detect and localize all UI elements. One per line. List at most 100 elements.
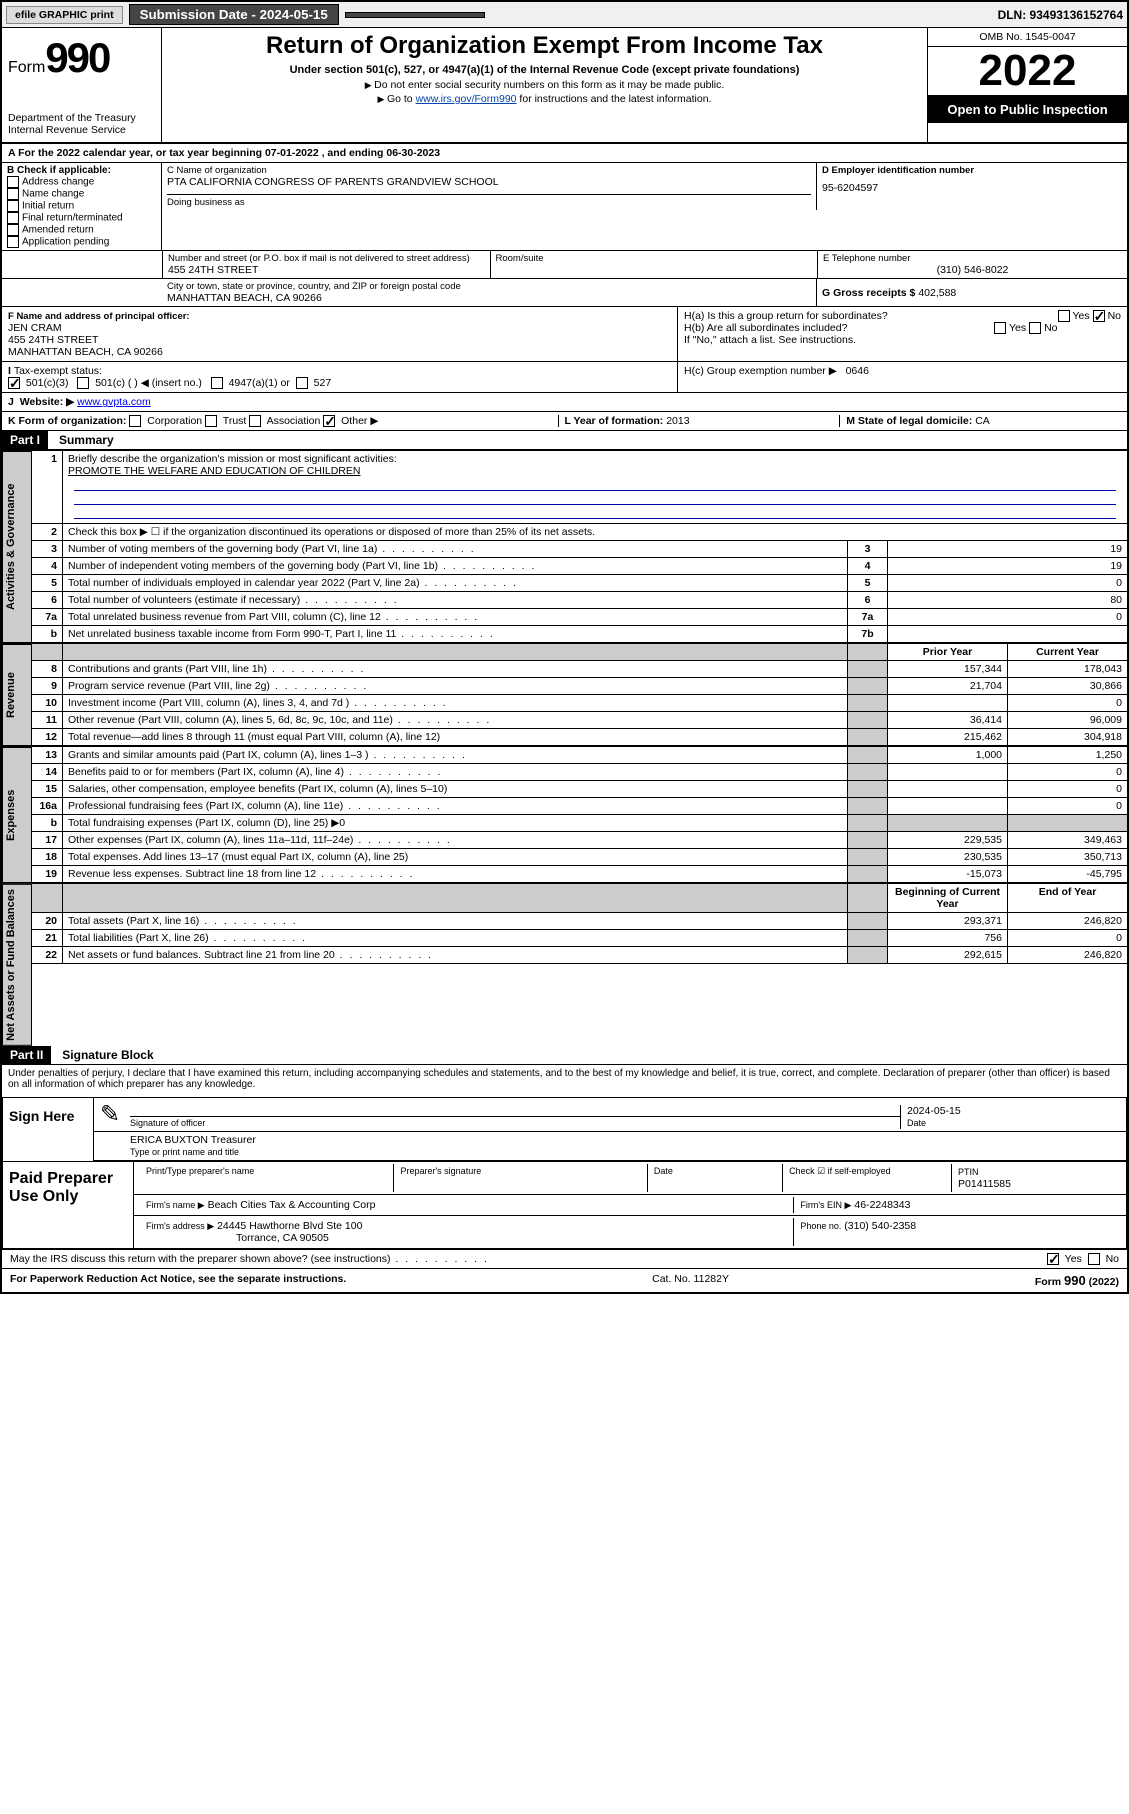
dept-label: Department of the Treasury	[8, 112, 155, 124]
phone-lbl: E Telephone number	[823, 253, 1122, 264]
line-a: A For the 2022 calendar year, or tax yea…	[2, 144, 1127, 163]
form-ref: Form 990 (2022)	[1035, 1273, 1119, 1288]
chk-4947[interactable]	[211, 377, 223, 389]
governance-section: Activities & Governance 1 Briefly descri…	[2, 450, 1127, 643]
row-9: 9Program service revenue (Part VIII, lin…	[32, 678, 1127, 695]
tax-status-row: I Tax-exempt status: 501(c)(3) 501(c) ( …	[2, 362, 1127, 393]
ssn-note: Do not enter social security numbers on …	[172, 79, 917, 91]
chk-name[interactable]: Name change	[7, 188, 156, 200]
cat-no: Cat. No. 11282Y	[346, 1273, 1035, 1288]
goto-note: Go to www.irs.gov/Form990 for instructio…	[172, 93, 917, 105]
preparer-addr-row: Firm's address ▶ 24445 Hawthorne Blvd St…	[134, 1216, 1126, 1248]
klm-row: K Form of organization: Corporation Trus…	[2, 412, 1127, 431]
row-3: 3Number of voting members of the governi…	[32, 541, 1127, 558]
row-10: 10Investment income (Part VIII, column (…	[32, 695, 1127, 712]
paid-preparer-label: Paid Preparer Use Only	[3, 1162, 133, 1248]
part2-header: Part II Signature Block	[2, 1046, 1127, 1065]
tax-year: 2022	[928, 47, 1127, 96]
sig-officer-lbl: Signature of officer	[130, 1118, 205, 1128]
officer-name: JEN CRAM	[8, 322, 62, 334]
form-subtitle: Under section 501(c), 527, or 4947(a)(1)…	[172, 64, 917, 76]
room-lbl: Room/suite	[496, 253, 813, 264]
chk-pending[interactable]: Application pending	[7, 236, 156, 248]
principal-officer-row: F Name and address of principal officer:…	[2, 307, 1127, 362]
chk-501c3[interactable]	[8, 377, 20, 389]
chk-discuss-no[interactable]	[1088, 1253, 1100, 1265]
chk-other[interactable]	[323, 415, 335, 427]
irs-link[interactable]: www.irs.gov/Form990	[416, 93, 517, 105]
row-14: 14Benefits paid to or for members (Part …	[32, 764, 1127, 781]
row-5: 5Total number of individuals employed in…	[32, 575, 1127, 592]
net-assets-section: Net Assets or Fund Balances Beginning of…	[2, 883, 1127, 1046]
net-sidelabel: Net Assets or Fund Balances	[2, 884, 32, 1046]
city-val: MANHATTAN BEACH, CA 90266	[167, 292, 811, 304]
chk-corp[interactable]	[129, 415, 141, 427]
row-8: 8Contributions and grants (Part VIII, li…	[32, 661, 1127, 678]
omb-number: OMB No. 1545-0047	[928, 28, 1127, 47]
preparer-row1: Print/Type preparer's name Preparer's si…	[134, 1162, 1126, 1195]
row-16a: 16aProfessional fundraising fees (Part I…	[32, 798, 1127, 815]
website-link[interactable]: www.gvpta.com	[77, 396, 151, 408]
chk-amended[interactable]: Amended return	[7, 224, 156, 236]
sig-date-lbl: Date	[907, 1118, 926, 1128]
officer-addr2: MANHATTAN BEACH, CA 90266	[8, 346, 163, 358]
row-4: 4Number of independent voting members of…	[32, 558, 1127, 575]
irs-discuss-row: May the IRS discuss this return with the…	[2, 1249, 1127, 1268]
print-name-lbl: Type or print name and title	[130, 1147, 239, 1157]
officer-addr1: 455 24TH STREET	[8, 334, 98, 346]
open-inspection: Open to Public Inspection	[928, 96, 1127, 123]
h-a: H(a) Is this a group return for subordin…	[684, 310, 1121, 322]
street-val: 455 24TH STREET	[168, 264, 485, 276]
website-row: J Website: ▶ www.gvpta.com	[2, 393, 1127, 412]
city-lbl: City or town, state or province, country…	[167, 281, 811, 292]
chk-address[interactable]: Address change	[7, 176, 156, 188]
org-name: PTA CALIFORNIA CONGRESS OF PARENTS GRAND…	[167, 176, 811, 188]
blank-button[interactable]	[345, 12, 485, 18]
officer-lbl: F Name and address of principal officer:	[8, 311, 190, 322]
row-19: 19Revenue less expenses. Subtract line 1…	[32, 866, 1127, 883]
chk-assoc[interactable]	[249, 415, 261, 427]
h-b2: If "No," attach a list. See instructions…	[684, 334, 1121, 346]
part1-header: Part I Summary	[2, 431, 1127, 450]
row-2: 2Check this box ▶ ☐ if the organization …	[32, 524, 1127, 541]
ein-val: 95-6204597	[822, 182, 1122, 194]
street-lbl: Number and street (or P.O. box if mail i…	[168, 253, 485, 264]
tax-status-lbl: Tax-exempt status:	[14, 365, 102, 377]
row-6: 6Total number of volunteers (estimate if…	[32, 592, 1127, 609]
row-16b: bTotal fundraising expenses (Part IX, co…	[32, 815, 1127, 832]
gov-sidelabel: Activities & Governance	[2, 451, 32, 643]
phone-val: (310) 546-8022	[823, 264, 1122, 276]
row-12: 12Total revenue—add lines 8 through 11 (…	[32, 729, 1127, 746]
gross-lbl: G Gross receipts $	[822, 287, 915, 299]
sign-here-block: Sign Here ✎ Signature of officer 2024-05…	[2, 1097, 1127, 1162]
h-c: H(c) Group exemption number ▶ 0646	[677, 362, 1127, 392]
sig-date: 2024-05-15	[907, 1105, 1120, 1117]
irs-label: Internal Revenue Service	[8, 124, 155, 136]
identity-row-2: Number and street (or P.O. box if mail i…	[2, 251, 1127, 279]
page-footer: For Paperwork Reduction Act Notice, see …	[2, 1268, 1127, 1292]
chk-final[interactable]: Final return/terminated	[7, 212, 156, 224]
paperwork-notice: For Paperwork Reduction Act Notice, see …	[10, 1273, 346, 1288]
identity-row-1: B Check if applicable: Address change Na…	[2, 163, 1127, 251]
efile-print-button[interactable]: efile GRAPHIC print	[6, 6, 123, 24]
chk-527[interactable]	[296, 377, 308, 389]
row-11: 11Other revenue (Part VIII, column (A), …	[32, 712, 1127, 729]
expenses-section: Expenses 13Grants and similar amounts pa…	[2, 746, 1127, 883]
row-20: 20Total assets (Part X, line 16)293,3712…	[32, 913, 1127, 930]
submission-date-button[interactable]: Submission Date - 2024-05-15	[129, 4, 339, 25]
chk-trust[interactable]	[205, 415, 217, 427]
chk-initial[interactable]: Initial return	[7, 200, 156, 212]
row-7b: bNet unrelated business taxable income f…	[32, 626, 1127, 643]
revenue-section: Revenue Prior YearCurrent Year 8Contribu…	[2, 643, 1127, 746]
row-18: 18Total expenses. Add lines 13–17 (must …	[32, 849, 1127, 866]
exp-sidelabel: Expenses	[2, 747, 32, 883]
chk-501c[interactable]	[77, 377, 89, 389]
chk-discuss-yes[interactable]	[1047, 1253, 1059, 1265]
identity-row-3: City or town, state or province, country…	[2, 279, 1127, 307]
paid-preparer-block: Paid Preparer Use Only Print/Type prepar…	[2, 1162, 1127, 1249]
preparer-firm-row: Firm's name ▶ Beach Cities Tax & Account…	[134, 1195, 1126, 1216]
row-17: 17Other expenses (Part IX, column (A), l…	[32, 832, 1127, 849]
form-number: Form990	[8, 34, 155, 82]
topbar: efile GRAPHIC print Submission Date - 20…	[2, 2, 1127, 28]
sign-here-label: Sign Here	[3, 1098, 93, 1161]
